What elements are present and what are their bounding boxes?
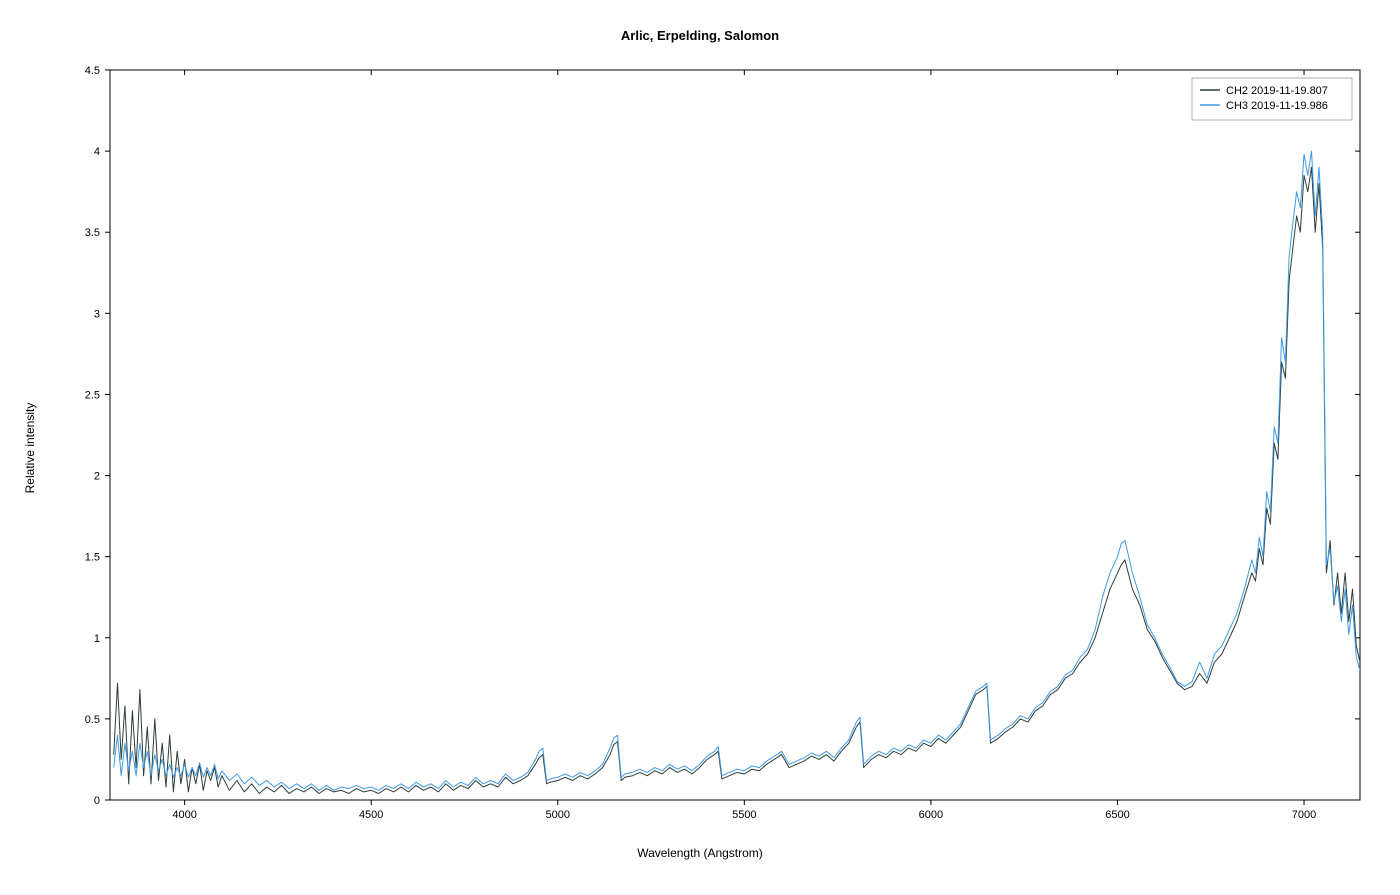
legend-label: CH2 2019-11-19.807 xyxy=(1226,85,1328,97)
chart-plot: 4000 4500 5000 5500 6000 6500 7000 0 0.5 1 1.5 2 2.5… xyxy=(0,0,1400,895)
y-tick-label: 1.5 xyxy=(85,552,100,564)
x-tick-label: 7000 xyxy=(1292,809,1316,821)
x-tick-label: 6000 xyxy=(919,809,943,821)
x-tick-label: 4500 xyxy=(359,809,383,821)
series-line-CH3 xyxy=(114,151,1360,790)
y-tick-label: 1 xyxy=(94,633,100,645)
legend-label: CH3 2019-11-19.986 xyxy=(1226,100,1328,112)
y-tick-label: 4 xyxy=(94,146,100,158)
x-tick-label: 5500 xyxy=(732,809,756,821)
y-tick-label: 3 xyxy=(94,308,100,320)
y-tick-label: 0.5 xyxy=(85,714,100,726)
plot-border xyxy=(110,70,1360,800)
x-tick-label: 4000 xyxy=(172,809,196,821)
x-tick-label: 6500 xyxy=(1105,809,1129,821)
y-tick-label: 4.5 xyxy=(85,65,100,77)
y-tick-label: 2.5 xyxy=(85,389,100,401)
x-tick-label: 5000 xyxy=(546,809,570,821)
series-line-CH2 xyxy=(114,167,1360,793)
y-tick-label: 2 xyxy=(94,471,100,483)
y-tick-label: 3.5 xyxy=(85,227,100,239)
y-tick-label: 0 xyxy=(94,795,100,807)
